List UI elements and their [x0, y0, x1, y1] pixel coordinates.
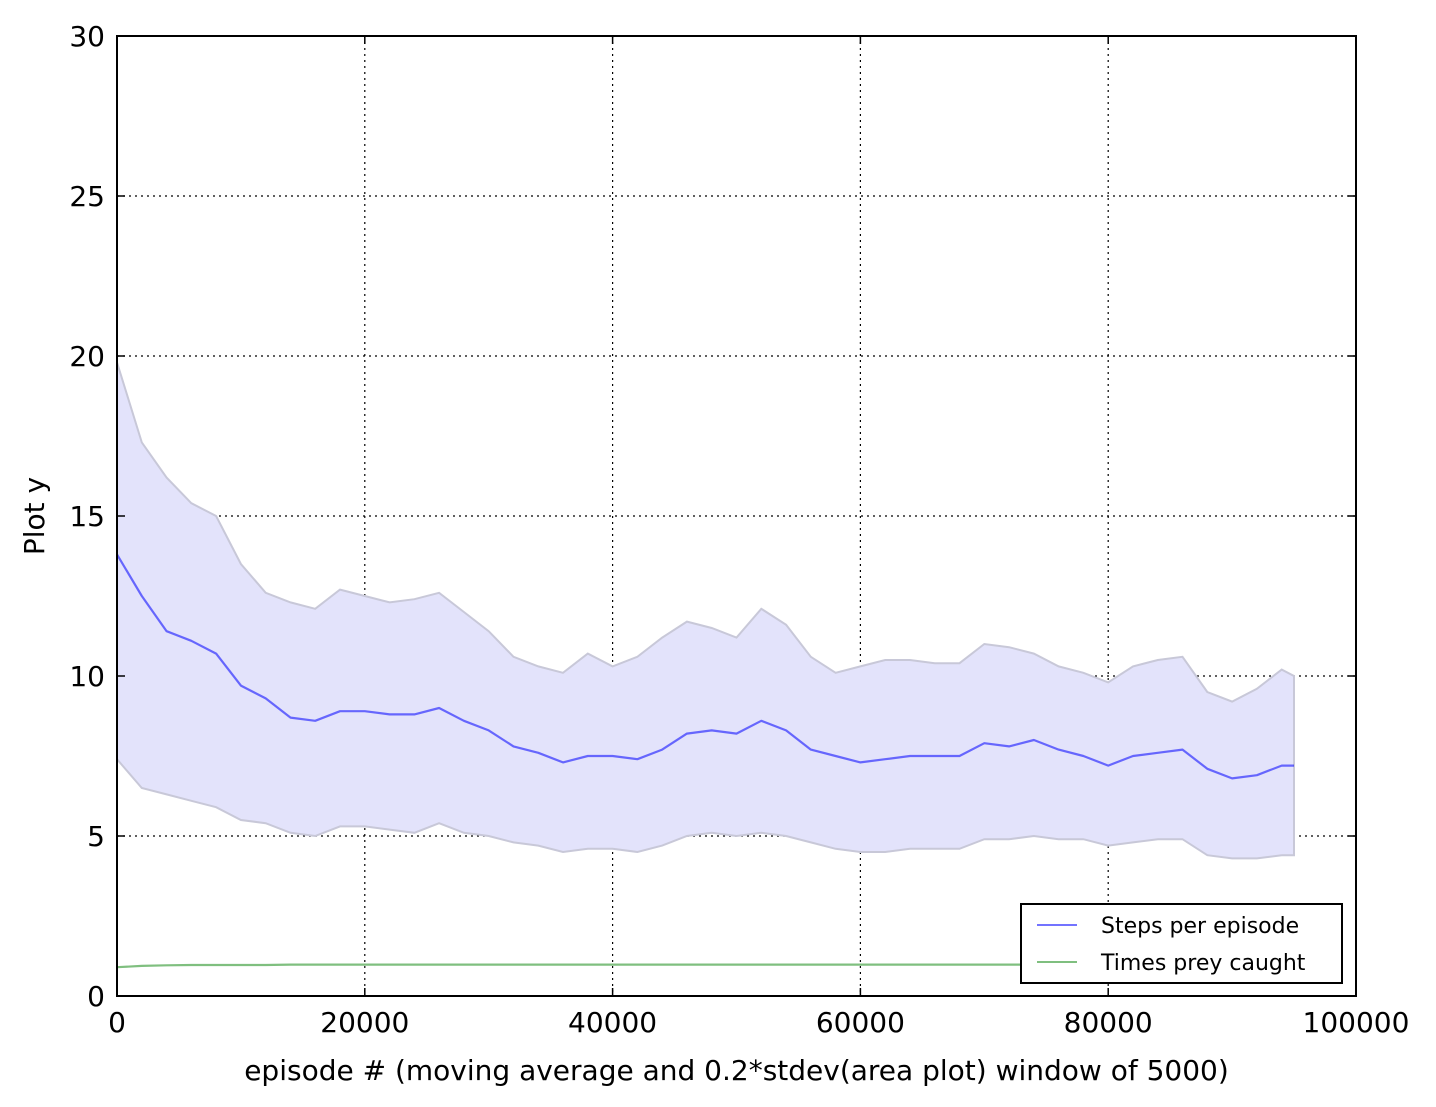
x-tick-label: 20000 — [320, 1006, 409, 1039]
axis-ticks: 0 20000 40000 60000 80000 100000 0 5 10 15 20 25 30 — [69, 20, 1409, 1039]
y-tick-label: 0 — [87, 980, 105, 1013]
series-line-0 — [116, 553, 1294, 780]
y-tick-label: 30 — [69, 20, 105, 53]
stdev-area — [116, 362, 1295, 860]
x-tick-label: 60000 — [816, 1006, 905, 1039]
y-tick-label: 10 — [69, 660, 105, 693]
y-tick-label: 25 — [69, 180, 105, 213]
legend-label-steps: Steps per episode — [1101, 914, 1299, 939]
x-tick-label: 80000 — [1064, 1006, 1153, 1039]
stdev-band — [116, 362, 1295, 860]
legend-label-prey: Times prey caught — [1100, 951, 1306, 976]
y-axis-label: Plot y — [18, 477, 51, 555]
x-tick-label: 100000 — [1303, 1006, 1410, 1039]
x-tick-label: 40000 — [568, 1006, 657, 1039]
x-axis-label: episode # (moving average and 0.2*stdev(… — [244, 1054, 1229, 1087]
y-tick-label: 15 — [69, 500, 105, 533]
x-tick-label: 0 — [108, 1006, 126, 1039]
y-tick-label: 20 — [69, 340, 105, 373]
legend: Steps per episode Times prey caught — [1020, 903, 1343, 984]
legend-box — [1020, 903, 1343, 984]
y-tick-label: 5 — [87, 820, 105, 853]
